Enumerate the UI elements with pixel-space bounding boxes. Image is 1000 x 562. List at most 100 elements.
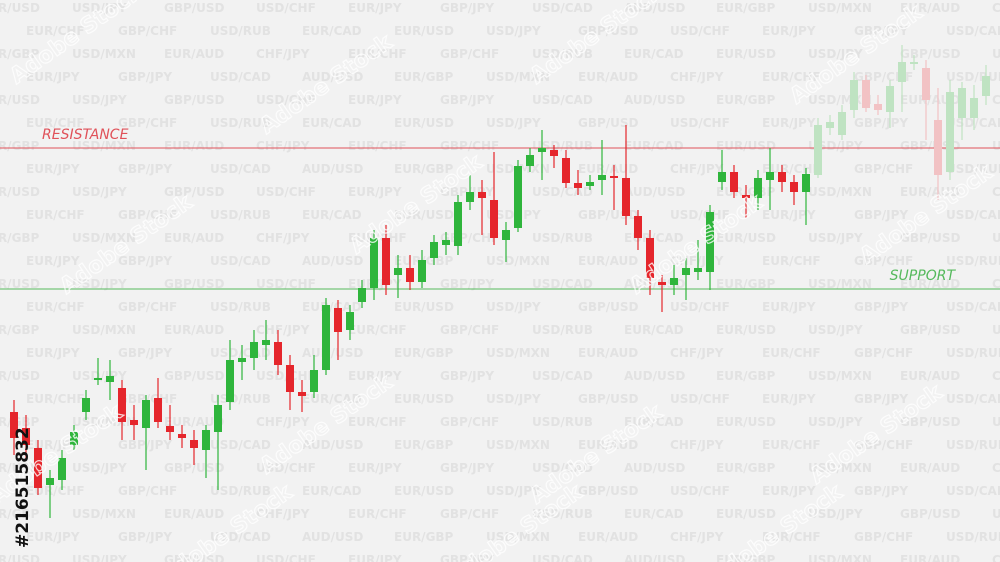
background-label: EUR/JPY — [762, 208, 816, 222]
background-label: EUR/AUD — [164, 507, 224, 521]
background-label: USD/CHF — [992, 415, 1000, 429]
background-label: GBP/JPY — [440, 553, 494, 562]
background-label: EUR/USD — [716, 323, 776, 337]
background-label: USD/JPY — [486, 116, 541, 130]
background-label: USD/JPY — [72, 185, 127, 199]
background-label: EUR/JPY — [348, 461, 402, 475]
background-label: CHF/JPY — [670, 70, 724, 84]
background-label: CHF/JPY — [256, 323, 310, 337]
background-label: USD/MXN — [486, 254, 550, 268]
candle-body — [778, 172, 786, 182]
background-label: EUR/CAD — [624, 323, 684, 337]
background-label: EUR/GBP — [394, 70, 454, 84]
background-label: AUD/USD — [624, 369, 685, 383]
background-label: USD/CAD — [532, 1, 593, 15]
background-label: USD/CHF — [670, 484, 730, 498]
background-label: EUR/GBP — [0, 139, 40, 153]
candle-body — [886, 86, 894, 112]
background-label: GBP/JPY — [440, 369, 494, 383]
background-label: GBP/JPY — [440, 461, 494, 475]
background-label: EUR/GBP — [716, 277, 776, 291]
background-label: USD/RUB — [210, 484, 271, 498]
background-label: CHF/JPY — [992, 369, 1000, 383]
background-label: USD/MXN — [72, 231, 136, 245]
background-label: USD/CHF — [992, 507, 1000, 521]
background-label: GBP/JPY — [854, 24, 908, 38]
background-label: GBP/JPY — [854, 208, 908, 222]
candle-body — [754, 178, 762, 198]
background-label: EUR/GBP — [716, 1, 776, 15]
background-label: EUR/CHF — [762, 530, 821, 544]
background-label: AUD/USD — [302, 438, 363, 452]
background-label: USD/CHF — [670, 116, 730, 130]
candle-body — [922, 68, 930, 100]
background-label: GBP/JPY — [118, 254, 172, 268]
candle-body — [658, 282, 666, 285]
background-label: EUR/USD — [394, 300, 454, 314]
background-label: GBP/JPY — [118, 70, 172, 84]
candle-body — [106, 376, 114, 382]
background-label: GBP/USD — [164, 185, 225, 199]
candle-body — [730, 172, 738, 192]
candle-body — [142, 400, 150, 428]
candle-body — [286, 365, 294, 392]
background-label: EUR/AUD — [900, 1, 960, 15]
background-label: GBP/CHF — [440, 323, 499, 337]
candle-body — [958, 88, 966, 118]
candle-body — [310, 370, 318, 392]
candle-body — [718, 172, 726, 182]
background-label: USD/MXN — [808, 553, 872, 562]
background-label: USD/JPY — [72, 461, 127, 475]
background-label: EUR/USD — [0, 553, 40, 562]
background-label: AUD/USD — [624, 553, 685, 562]
candle-body — [466, 192, 474, 202]
background-label: EUR/GBP — [0, 415, 40, 429]
background-label: EUR/CHF — [762, 438, 821, 452]
background-label: CHF/JPY — [992, 461, 1000, 475]
background-label: EUR/CAD — [624, 139, 684, 153]
candle-body — [586, 182, 594, 186]
background-label: EUR/AUD — [164, 231, 224, 245]
background-label: GBP/USD — [164, 553, 225, 562]
candle-body — [370, 238, 378, 288]
candle-body — [454, 202, 462, 246]
background-label: EUR/JPY — [348, 185, 402, 199]
background-label: EUR/GBP — [0, 231, 40, 245]
background-label: EUR/USD — [0, 461, 40, 475]
background-label: EUR/USD — [394, 116, 454, 130]
background-label: EUR/JPY — [26, 530, 80, 544]
candle-body — [574, 183, 582, 188]
candle-body — [622, 178, 630, 216]
background-label: EUR/GBP — [716, 461, 776, 475]
background-label: USD/CAD — [210, 162, 271, 176]
candle-body — [82, 398, 90, 412]
background-label: USD/CAD — [532, 277, 593, 291]
candle-body — [118, 388, 126, 422]
background-label: GBP/CHF — [854, 530, 913, 544]
background-label: USD/MXN — [72, 323, 136, 337]
background-label: GBP/CHF — [118, 484, 177, 498]
background-label: AUD/USD — [624, 1, 685, 15]
background-label: EUR/CHF — [348, 47, 407, 61]
background-label: EUR/AUD — [578, 530, 638, 544]
candle-body — [550, 150, 558, 156]
background-label: EUR/CHF — [762, 346, 821, 360]
background-label: GBP/CHF — [854, 254, 913, 268]
candle-body — [598, 175, 606, 180]
candle-body — [826, 122, 834, 128]
background-label: EUR/USD — [394, 392, 454, 406]
background-label: EUR/JPY — [762, 392, 816, 406]
background-label: EUR/AUD — [900, 185, 960, 199]
candle-body — [382, 238, 390, 285]
background-label: USD/RUB — [946, 530, 1000, 544]
background-label: GBP/JPY — [118, 162, 172, 176]
background-label: AUD/USD — [624, 461, 685, 475]
candle-body — [646, 238, 654, 278]
background-label: EUR/CAD — [302, 392, 362, 406]
background-label: GBP/CHF — [440, 47, 499, 61]
background-label: EUR/CHF — [348, 415, 407, 429]
background-label: USD/RUB — [210, 392, 271, 406]
